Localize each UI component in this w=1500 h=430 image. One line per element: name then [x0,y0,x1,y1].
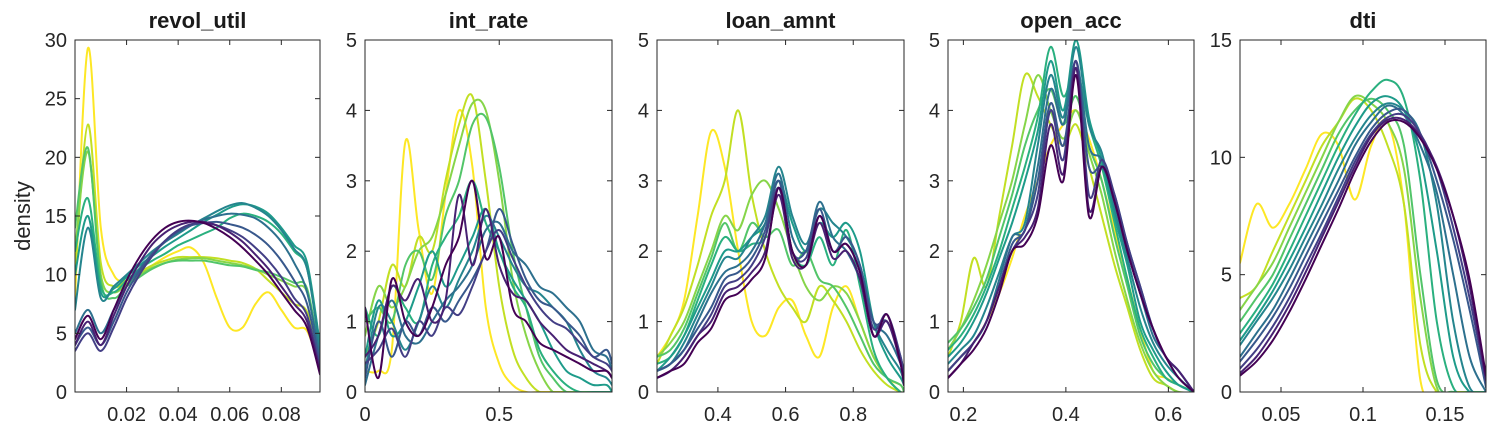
density-line-1 [1240,118,1486,392]
density-line-2 [657,109,904,392]
x-tick-label: 0.1 [1349,404,1377,426]
series-group [657,109,904,392]
x-tick-label: 0.02 [107,404,146,426]
density-line-4 [948,88,1194,392]
y-tick-label: 5 [638,30,649,52]
density-line-8 [1240,104,1486,392]
y-tick-label: 15 [1210,30,1232,52]
x-tick-label: 0.08 [262,404,301,426]
y-tick-label: 4 [638,100,649,122]
density-line-5 [1240,78,1486,392]
y-tick-label: 5 [56,323,67,345]
density-line-5 [75,197,320,347]
axes-box [74,39,321,393]
y-tick-label: 2 [346,241,357,263]
x-tick-label: 0.04 [159,404,198,426]
x-tick-label: 0.06 [210,404,249,426]
y-tick-label: 1 [346,312,357,334]
axes-box [364,39,613,393]
density-line-12 [657,186,904,386]
density-line-11 [365,193,612,379]
density-line-2 [75,123,320,364]
x-tick-label: 0.5 [485,404,513,426]
y-tick-label: 5 [929,30,940,52]
series-group [948,40,1194,392]
density-line-6 [1240,95,1486,392]
x-tick-label: 0.6 [772,404,800,426]
y-tick-label: 4 [929,100,940,122]
x-tick-label: 0 [359,404,370,426]
panel-title: loan_amnt [725,8,836,33]
density-line-10 [75,221,320,370]
y-tick-label: 10 [45,265,67,287]
panel-title: revol_util [149,8,247,33]
series-group [1240,78,1486,392]
panel-title: int_rate [449,8,528,33]
y-tick-label: 5 [346,30,357,52]
y-axis-label: density [10,181,35,251]
density-line-10 [1240,112,1486,382]
y-tick-label: 3 [346,171,357,193]
y-tick-label: 15 [45,206,67,228]
axes-box [656,39,905,393]
y-tick-label: 2 [929,241,940,263]
y-tick-label: 4 [346,100,357,122]
panel-loan_amnt: 0 1 2 3 4 5 0.4 0.6 0.8 loan_amnt [638,8,905,426]
density-line-12 [75,219,320,376]
x-tick-label: 0.2 [949,404,977,426]
density-line-7 [948,45,1194,392]
density-line-12 [365,179,612,379]
density-line-3 [75,150,320,358]
density-line-6 [75,203,320,347]
density-line-7 [1240,102,1486,392]
x-tick-label: 0.4 [1052,404,1080,426]
panel-title: dti [1350,8,1377,33]
density-line-3 [365,98,612,392]
axes-box [947,39,1195,393]
y-tick-label: 10 [1210,147,1232,169]
y-tick-label: 0 [346,382,357,404]
x-tick-label: 0.4 [704,404,732,426]
panel-revol_util: 0 5 10 15 20 25 30 0.02 0.04 0.06 0.08 revol_utilde… [10,8,321,426]
density-line-3 [657,179,904,392]
y-tick-label: 25 [45,89,67,111]
density-line-9 [365,207,612,379]
x-tick-label: 0.8 [839,404,867,426]
density-line-1 [365,109,612,392]
density-line-12 [1240,118,1486,377]
x-tick-label: 0.05 [1262,404,1301,426]
panel-dti: 0 5 10 15 0.05 0.1 0.15 dti [1210,8,1487,426]
panel-title: open_acc [1020,8,1122,33]
series-group [365,93,612,392]
y-tick-label: 1 [638,312,649,334]
y-tick-label: 5 [1221,265,1232,287]
panel-open_acc: 0 1 2 3 4 5 0.2 0.4 0.6 open_acc [929,8,1195,426]
y-tick-label: 0 [56,382,67,404]
y-tick-label: 20 [45,147,67,169]
density-line-3 [1240,94,1486,392]
y-tick-label: 3 [638,171,649,193]
y-tick-label: 0 [638,382,649,404]
density-line-7 [365,214,612,386]
y-tick-label: 3 [929,171,940,193]
density-line-9 [1240,107,1486,389]
density-line-1 [75,46,320,370]
x-tick-label: 0.6 [1154,404,1182,426]
series-group [75,46,320,376]
y-tick-label: 0 [1221,382,1232,404]
panel-int_rate: 0 1 2 3 4 5 0 0.5 int_rate [346,8,613,426]
x-tick-label: 0.15 [1426,404,1465,426]
y-tick-label: 0 [929,382,940,404]
density-line-4 [657,221,904,392]
density-line-12 [948,74,1194,392]
density-line-2 [1240,97,1486,392]
y-tick-label: 1 [929,312,940,334]
y-tick-label: 30 [45,30,67,52]
density-line-4 [365,112,612,392]
y-tick-label: 2 [638,241,649,263]
